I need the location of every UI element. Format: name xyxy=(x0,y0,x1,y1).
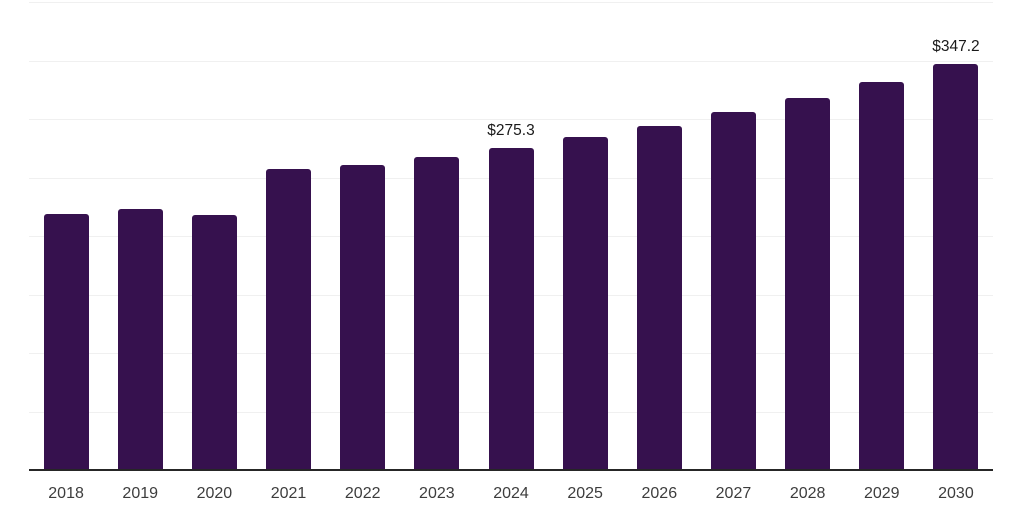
gridline-400 xyxy=(29,2,993,3)
bar-2030 xyxy=(933,63,979,470)
bar-2021 xyxy=(266,168,312,470)
bar-2028 xyxy=(785,98,831,470)
x-tick-label-2027: 2027 xyxy=(715,485,752,502)
x-tick-label-2022: 2022 xyxy=(344,485,381,502)
x-tick-label-2021: 2021 xyxy=(270,485,307,502)
x-tick-label-2025: 2025 xyxy=(567,485,603,502)
bar-2026 xyxy=(636,125,682,470)
x-tick-label-2029: 2029 xyxy=(863,485,900,502)
x-tick-label-2028: 2028 xyxy=(789,485,826,502)
bar-2018 xyxy=(43,213,89,470)
x-tick-label-2030: 2030 xyxy=(938,485,974,502)
x-tick-label-2018: 2018 xyxy=(48,485,84,502)
x-tick-label-2026: 2026 xyxy=(641,485,678,502)
gridline-350 xyxy=(29,60,993,62)
gridline-300 xyxy=(29,119,993,120)
bar-2020 xyxy=(191,215,237,470)
bar-2019 xyxy=(117,208,163,470)
bar-2024 xyxy=(488,147,534,470)
data-label-2030: $347.2 xyxy=(932,37,980,55)
x-tick-label-2019: 2019 xyxy=(122,485,159,502)
bar-2029 xyxy=(859,81,905,470)
x-tick-label-2024: 2024 xyxy=(493,485,529,502)
bar-2023 xyxy=(414,156,460,470)
bar-2025 xyxy=(562,137,608,470)
bar-2022 xyxy=(340,164,386,470)
x-axis-line xyxy=(29,469,993,471)
bar-2027 xyxy=(710,111,756,470)
x-tick-label-2020: 2020 xyxy=(196,485,233,502)
data-label-2024: $275.3 xyxy=(487,121,535,139)
x-tick-label-2023: 2023 xyxy=(419,485,455,502)
